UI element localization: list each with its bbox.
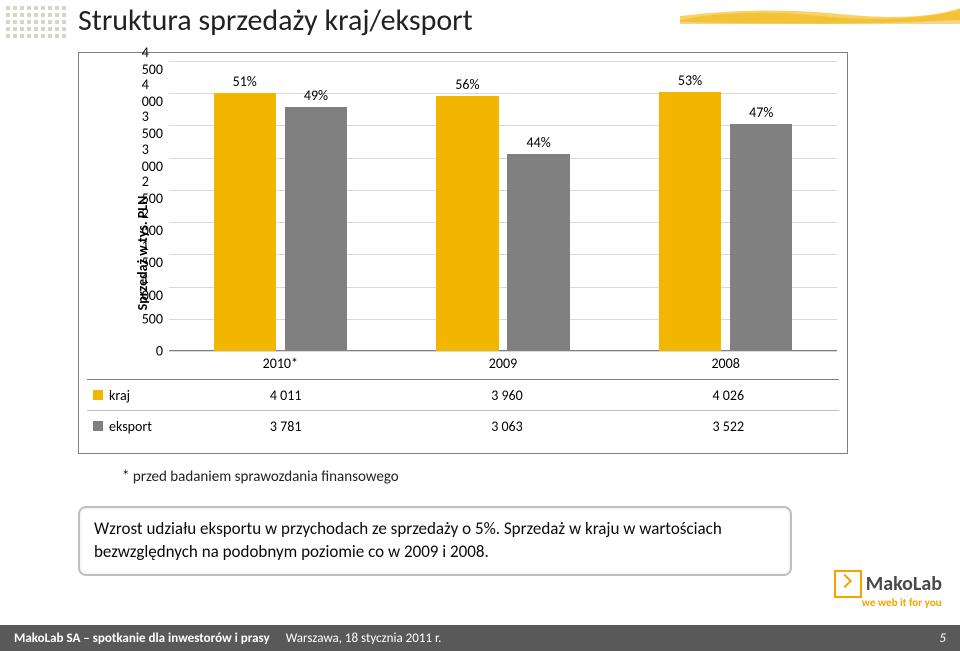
table-cell: 3 960 — [396, 387, 617, 404]
chart-frame: Sprzedaż w tys. PLN 05001 0001 5002 0002… — [78, 52, 848, 454]
bar-eksport: 47% — [730, 124, 792, 351]
bar-kraj: 51% — [214, 93, 276, 351]
y-tick-label: 3 500 — [142, 108, 163, 142]
bar-kraj: 53% — [659, 92, 721, 351]
bar-pct-label: 56% — [436, 76, 498, 93]
bar-kraj: 56% — [436, 96, 498, 351]
footer-bar: MakoLab SA – spotkanie dla inwestorów i … — [0, 625, 960, 651]
footnote: * przed badaniem sprawozdania finansoweg… — [122, 468, 399, 486]
bar-pct-label: 47% — [730, 104, 792, 121]
table-cell: 3 522 — [618, 418, 839, 435]
callout-box: Wzrost udziału eksportu w przychodach ze… — [78, 506, 792, 576]
category-label: 2008 — [614, 355, 837, 372]
plot-area: 05001 0001 5002 0002 5003 0003 5004 0004… — [169, 61, 837, 351]
bar-pct-label: 44% — [507, 134, 569, 151]
logo-text: MakoLab — [866, 572, 942, 596]
table-cell: 4 011 — [175, 387, 396, 404]
table-row: eksport 3 7813 0633 522 — [87, 411, 839, 441]
y-tick-label: 1 500 — [142, 237, 163, 271]
y-tick-label: 500 — [142, 310, 163, 327]
footer-subtitle: Warszawa, 18 stycznia 2011 r. — [286, 631, 442, 646]
table-cell: 4 026 — [618, 387, 839, 404]
brand-logo: MakoLab we web it for you — [834, 570, 942, 609]
page-title: Struktura sprzedaży kraj/eksport — [78, 2, 473, 39]
bar-group: 56%44% — [392, 61, 615, 351]
bar-pct-label: 51% — [214, 73, 276, 90]
legend-cell: eksport — [87, 418, 175, 435]
bar-eksport: 49% — [285, 107, 347, 351]
gridline — [169, 351, 837, 352]
category-label: 2009 — [392, 355, 615, 372]
y-tick-label: 0 — [156, 343, 163, 360]
y-tick-label: 3 000 — [142, 141, 163, 175]
legend-label: kraj — [109, 387, 130, 404]
bar-group: 51%49% — [169, 61, 392, 351]
table-row: kraj 4 0113 9604 026 — [87, 380, 839, 411]
bar-eksport: 44% — [507, 154, 569, 351]
decorative-dots — [6, 6, 66, 38]
footer-title: MakoLab SA – spotkanie dla inwestorów i … — [14, 631, 270, 646]
bar-pct-label: 49% — [285, 87, 347, 104]
category-labels: 2010*20092008 — [169, 355, 837, 377]
data-table: kraj 4 0113 9604 026 eksport 3 7813 0633 52… — [87, 379, 839, 441]
legend-label: eksport — [109, 418, 152, 435]
logo-tagline: we web it for you — [862, 596, 942, 609]
bar-group: 53%47% — [614, 61, 837, 351]
y-tick-label: 2 500 — [142, 173, 163, 207]
y-tick-label: 1 000 — [142, 270, 163, 304]
y-tick-label: 4 000 — [142, 76, 163, 110]
footer-page-number: 5 — [939, 631, 946, 646]
y-tick-label: 4 500 — [142, 44, 163, 78]
legend-swatch-icon — [93, 390, 103, 400]
decorative-ribbon — [680, 6, 960, 24]
table-cell: 3 063 — [396, 418, 617, 435]
legend-swatch-icon — [93, 421, 103, 431]
logo-mark-icon — [834, 570, 862, 598]
bar-pct-label: 53% — [659, 72, 721, 89]
legend-cell: kraj — [87, 387, 175, 404]
category-label: 2010* — [169, 355, 392, 372]
table-cell: 3 781 — [175, 418, 396, 435]
y-tick-label: 2 000 — [142, 205, 163, 239]
